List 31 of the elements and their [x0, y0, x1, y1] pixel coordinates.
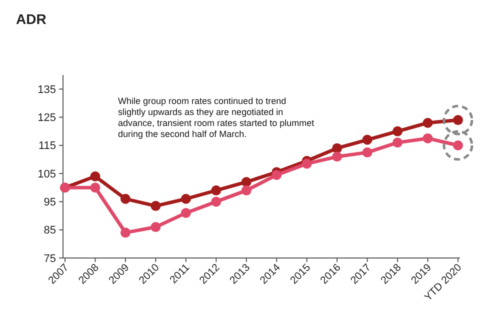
point [211, 185, 222, 196]
point [392, 126, 403, 136]
point [332, 152, 342, 162]
y-tick-label: 85 [44, 224, 56, 237]
chart-title: ADR [16, 11, 46, 27]
y-tick-label: 115 [38, 140, 56, 152]
point [422, 118, 433, 128]
y-tick-label: 135 [38, 84, 56, 96]
point [392, 138, 403, 148]
y-tick-label: 95 [44, 196, 56, 209]
point [241, 185, 252, 196]
point [422, 133, 433, 144]
point [272, 170, 282, 180]
annotation: While group room rates continued to trend slightly upwards as they are negotiated in advance, transient room rates started to plummet during the second half of March. [118, 96, 315, 139]
point [120, 194, 130, 204]
y-tick-label: 105 [38, 168, 56, 180]
point [302, 158, 312, 169]
point [150, 200, 161, 211]
point [90, 182, 100, 193]
point [332, 143, 342, 154]
point [90, 171, 100, 182]
point [120, 228, 130, 238]
point [362, 134, 372, 145]
point [241, 176, 252, 187]
y-tick-label: 125 [38, 112, 56, 124]
point [180, 208, 191, 218]
point [211, 196, 222, 207]
point [180, 194, 191, 204]
y-tick-label: 75 [44, 252, 56, 265]
point [362, 147, 372, 158]
point [150, 222, 161, 232]
